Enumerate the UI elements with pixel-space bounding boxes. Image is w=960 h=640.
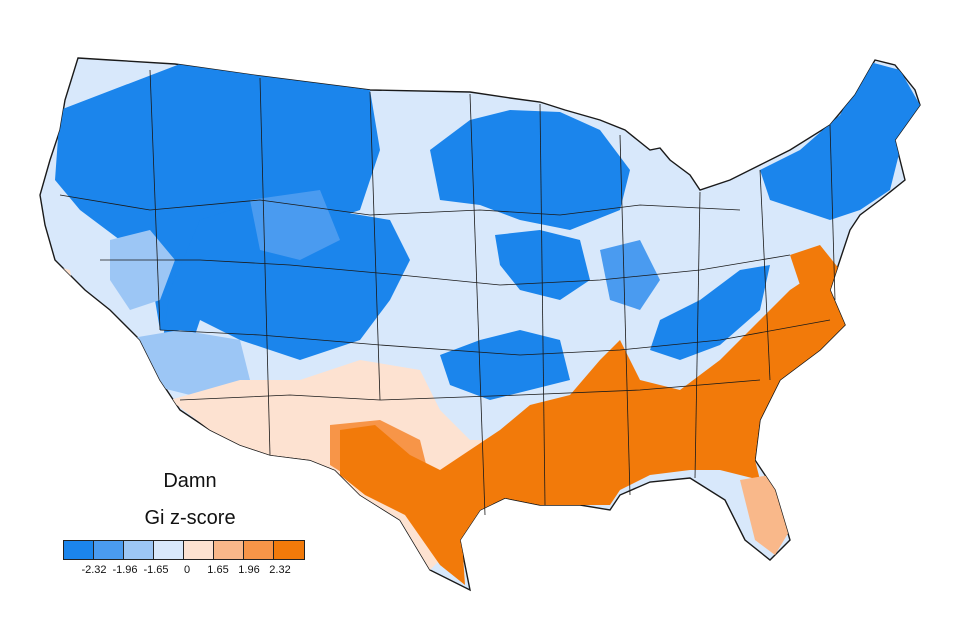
legend-tick: 1.96 — [238, 564, 260, 576]
region-strong-negative-appalachia — [650, 265, 770, 360]
legend-tick: 1.65 — [207, 564, 229, 576]
legend-swatch — [64, 541, 94, 559]
region-strong-negative-northwest — [55, 64, 380, 330]
region-mid-negative-great-lakes — [600, 240, 660, 310]
legend-swatch — [94, 541, 124, 559]
region-strong-negative-northeast — [760, 62, 920, 220]
region-weak-positive-florida — [740, 475, 790, 555]
legend-color-bar — [63, 540, 305, 560]
legend-tick-labels: -2.32 -1.96 -1.65 0 1.65 1.96 2.32 — [63, 564, 311, 580]
region-strong-negative-rockies — [160, 200, 410, 380]
legend-tick: 0 — [183, 564, 191, 576]
legend-swatch — [124, 541, 154, 559]
region-strong-positive-virginia — [790, 245, 840, 290]
region-strong-negative-oklahoma — [440, 330, 570, 400]
legend-tick: 2.32 — [269, 564, 291, 576]
legend-swatch — [214, 541, 244, 559]
region-strong-negative-midwest — [495, 230, 590, 300]
legend-swatch — [244, 541, 274, 559]
state-borders — [59, 69, 836, 516]
legend-tick: -2.32 — [81, 564, 107, 576]
legend-swatch — [154, 541, 184, 559]
legend-title: Gi z-score — [144, 507, 236, 529]
legend-swatch — [274, 541, 304, 559]
map-title: Damn — [163, 470, 217, 492]
region-strong-positive-south — [340, 270, 845, 585]
legend-tick: -1.65 — [143, 564, 169, 576]
region-strong-negative-dakotas — [430, 110, 630, 230]
legend-swatch — [184, 541, 214, 559]
legend-tick: -1.96 — [112, 564, 138, 576]
